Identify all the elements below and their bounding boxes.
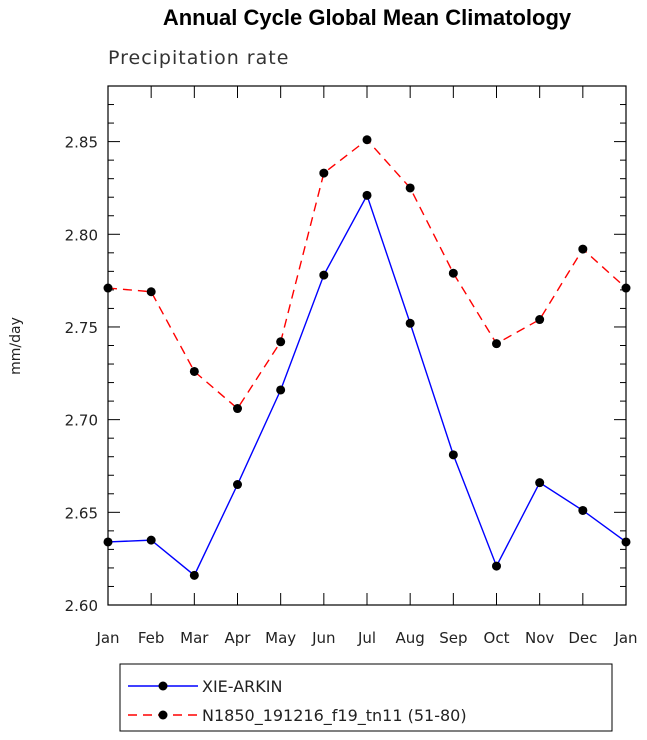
data-point-s1-2 [189,366,199,376]
data-point-s0-10 [535,478,545,488]
x-tick-label: May [265,629,296,647]
x-tick-label: Feb [138,629,165,647]
legend-marker-xie-arkin [158,681,168,691]
x-tick-label: Jan [95,629,119,647]
data-point-s0-12 [621,537,631,547]
legend-label-n1850: N1850_191216_f19_tn11 (51-80) [202,706,467,726]
x-tick-label: Sep [439,629,467,647]
data-point-s0-5 [319,270,329,280]
x-tick-label: Apr [225,629,252,647]
legend-marker-n1850 [158,710,168,720]
data-point-s1-7 [405,183,415,193]
data-point-s1-4 [276,337,286,347]
data-point-s1-0 [103,283,113,293]
data-point-s0-11 [578,505,588,515]
data-point-s0-7 [405,318,415,328]
x-tick-label: Jan [613,629,637,647]
x-tick-label: Nov [525,629,554,647]
x-tick-label: Jul [357,629,376,647]
data-point-s1-1 [146,287,156,297]
legend: XIE-ARKIN N1850_191216_f19_tn11 (51-80) [119,663,613,732]
series-line-1 [107,138,627,410]
data-point-s0-6 [362,190,372,200]
data-point-s0-9 [492,561,501,571]
legend-label-xie-arkin: XIE-ARKIN [202,677,282,696]
data-point-s0-0 [103,537,113,547]
data-point-s1-12 [621,283,631,293]
data-point-s1-3 [233,404,242,414]
data-point-s1-10 [535,315,545,325]
data-point-s1-5 [319,168,329,178]
data-point-s1-8 [448,268,458,278]
x-tick-label: Mar [180,629,209,647]
data-point-s1-6 [362,135,372,145]
x-tick-label: Oct [484,629,510,647]
data-point-s0-8 [448,450,458,460]
x-tick-label: Jun [311,629,335,647]
legend-box [119,663,613,732]
y-tick-label: 2.65 [65,504,98,522]
x-tick-label: Dec [568,629,597,647]
y-axis-label: mm/day [8,317,24,375]
chart-title: Annual Cycle Global Mean Climatology [163,5,572,30]
data-point-s1-11 [578,244,588,254]
data-point-s0-1 [146,535,156,545]
y-tick-label: 2.60 [65,597,98,615]
y-tick-label: 2.85 [65,134,98,152]
series-line-0 [107,193,627,577]
series-layer [103,135,631,580]
plot-frame [107,85,627,606]
data-point-s0-3 [233,480,242,490]
y-tick-label: 2.70 [65,412,98,430]
chart-subtitle: Precipitation rate [108,47,289,69]
y-tick-label: 2.80 [65,226,98,244]
axis-ticks: 2.60 2.65 2.70 2.75 2.80 2.85 Jan Feb Mar Apr May J… [65,85,638,647]
data-point-s0-2 [189,570,199,580]
x-tick-label: Aug [396,629,425,647]
data-point-s0-4 [276,385,286,395]
y-tick-label: 2.75 [65,319,98,337]
data-point-s1-9 [492,339,501,349]
